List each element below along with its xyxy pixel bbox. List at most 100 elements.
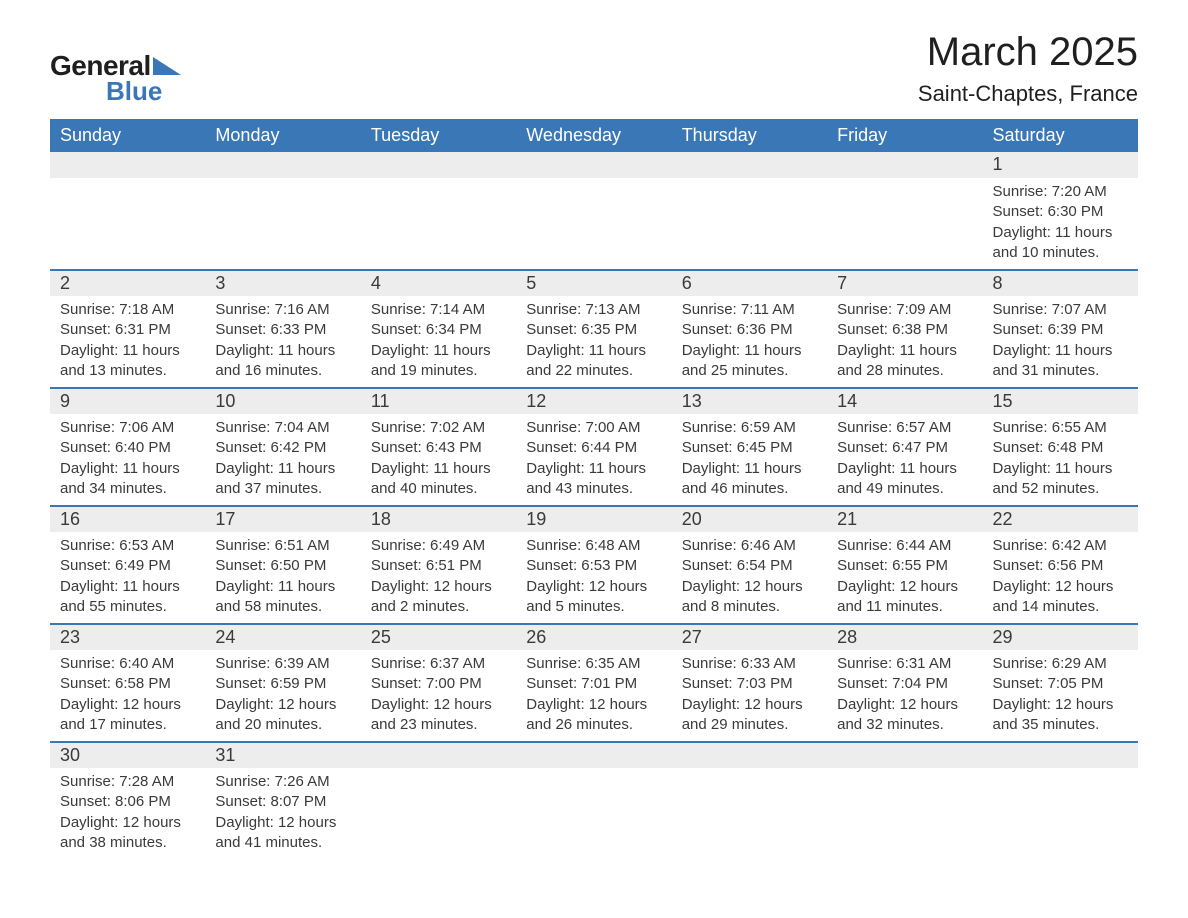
day-number-cell [516,152,671,178]
daylight-text: Daylight: 12 hours [526,695,661,715]
day-detail-cell: Sunrise: 6:49 AMSunset: 6:51 PMDaylight:… [361,532,516,624]
sunrise-text: Sunrise: 6:33 AM [682,654,817,674]
day-number-cell: 23 [50,624,205,650]
daylight-text: and 35 minutes. [993,715,1128,735]
day-number-cell: 19 [516,506,671,532]
day-number-cell: 22 [983,506,1138,532]
daylight-text: and 34 minutes. [60,479,195,499]
day-number-cell: 12 [516,388,671,414]
sunrise-text: Sunrise: 7:09 AM [837,300,972,320]
daylight-text: and 40 minutes. [371,479,506,499]
day-detail-cell: Sunrise: 7:20 AMSunset: 6:30 PMDaylight:… [983,178,1138,270]
day-detail-row: Sunrise: 7:28 AMSunset: 8:06 PMDaylight:… [50,768,1138,859]
day-number-cell: 30 [50,742,205,768]
day-detail-cell [205,178,360,270]
day-number-cell: 1 [983,152,1138,178]
daylight-text: and 26 minutes. [526,715,661,735]
day-detail-cell: Sunrise: 6:37 AMSunset: 7:00 PMDaylight:… [361,650,516,742]
sunrise-text: Sunrise: 7:14 AM [371,300,506,320]
day-number-cell: 4 [361,270,516,296]
sunset-text: Sunset: 6:51 PM [371,556,506,576]
day-number-cell: 9 [50,388,205,414]
daylight-text: and 29 minutes. [682,715,817,735]
day-detail-cell [50,178,205,270]
daylight-text: Daylight: 11 hours [215,577,350,597]
daylight-text: Daylight: 11 hours [837,459,972,479]
day-number-cell: 14 [827,388,982,414]
daylight-text: Daylight: 11 hours [526,459,661,479]
day-number-cell: 29 [983,624,1138,650]
day-number-row: 23242526272829 [50,624,1138,650]
sunset-text: Sunset: 6:36 PM [682,320,817,340]
daylight-text: and 28 minutes. [837,361,972,381]
day-number-cell: 15 [983,388,1138,414]
day-detail-cell: Sunrise: 7:07 AMSunset: 6:39 PMDaylight:… [983,296,1138,388]
daylight-text: and 5 minutes. [526,597,661,617]
day-detail-cell: Sunrise: 6:42 AMSunset: 6:56 PMDaylight:… [983,532,1138,624]
daylight-text: and 14 minutes. [993,597,1128,617]
sunrise-text: Sunrise: 6:48 AM [526,536,661,556]
day-number-cell: 8 [983,270,1138,296]
sunrise-text: Sunrise: 6:46 AM [682,536,817,556]
day-number-cell: 18 [361,506,516,532]
day-number-row: 1 [50,152,1138,178]
brand-triangle-icon [153,57,181,75]
day-number-cell: 21 [827,506,982,532]
daylight-text: Daylight: 12 hours [215,813,350,833]
day-detail-cell: Sunrise: 7:13 AMSunset: 6:35 PMDaylight:… [516,296,671,388]
day-number-cell: 28 [827,624,982,650]
daylight-text: and 16 minutes. [215,361,350,381]
daylight-text: and 31 minutes. [993,361,1128,381]
daylight-text: Daylight: 11 hours [837,341,972,361]
sunset-text: Sunset: 7:03 PM [682,674,817,694]
day-number-cell [361,742,516,768]
sunrise-text: Sunrise: 7:26 AM [215,772,350,792]
day-number-cell [827,152,982,178]
daylight-text: Daylight: 12 hours [371,695,506,715]
weekday-header-row: Sunday Monday Tuesday Wednesday Thursday… [50,119,1138,152]
daylight-text: Daylight: 11 hours [526,341,661,361]
sunset-text: Sunset: 6:43 PM [371,438,506,458]
sunrise-text: Sunrise: 6:49 AM [371,536,506,556]
weekday-header: Wednesday [516,119,671,152]
day-detail-cell [361,768,516,859]
sunrise-text: Sunrise: 7:16 AM [215,300,350,320]
day-detail-cell: Sunrise: 6:40 AMSunset: 6:58 PMDaylight:… [50,650,205,742]
day-detail-cell: Sunrise: 7:06 AMSunset: 6:40 PMDaylight:… [50,414,205,506]
daylight-text: Daylight: 11 hours [215,459,350,479]
daylight-text: and 46 minutes. [682,479,817,499]
daylight-text: and 17 minutes. [60,715,195,735]
daylight-text: and 23 minutes. [371,715,506,735]
sunset-text: Sunset: 6:39 PM [993,320,1128,340]
daylight-text: and 41 minutes. [215,833,350,853]
day-detail-cell: Sunrise: 7:26 AMSunset: 8:07 PMDaylight:… [205,768,360,859]
day-detail-cell: Sunrise: 6:46 AMSunset: 6:54 PMDaylight:… [672,532,827,624]
sunrise-text: Sunrise: 7:06 AM [60,418,195,438]
day-detail-cell: Sunrise: 6:33 AMSunset: 7:03 PMDaylight:… [672,650,827,742]
sunrise-text: Sunrise: 6:29 AM [993,654,1128,674]
day-detail-cell [516,178,671,270]
sunset-text: Sunset: 7:01 PM [526,674,661,694]
day-detail-cell: Sunrise: 6:29 AMSunset: 7:05 PMDaylight:… [983,650,1138,742]
daylight-text: and 58 minutes. [215,597,350,617]
daylight-text: Daylight: 12 hours [215,695,350,715]
daylight-text: Daylight: 12 hours [682,695,817,715]
daylight-text: Daylight: 11 hours [682,341,817,361]
daylight-text: and 37 minutes. [215,479,350,499]
sunset-text: Sunset: 6:30 PM [993,202,1128,222]
day-number-cell: 27 [672,624,827,650]
sunset-text: Sunset: 6:47 PM [837,438,972,458]
daylight-text: Daylight: 11 hours [371,459,506,479]
day-number-cell [516,742,671,768]
sunset-text: Sunset: 6:53 PM [526,556,661,576]
sunset-text: Sunset: 6:48 PM [993,438,1128,458]
day-detail-cell: Sunrise: 7:16 AMSunset: 6:33 PMDaylight:… [205,296,360,388]
daylight-text: and 8 minutes. [682,597,817,617]
day-detail-cell: Sunrise: 6:39 AMSunset: 6:59 PMDaylight:… [205,650,360,742]
sunrise-text: Sunrise: 6:37 AM [371,654,506,674]
day-number-cell [361,152,516,178]
sunrise-text: Sunrise: 6:42 AM [993,536,1128,556]
day-detail-cell [516,768,671,859]
day-number-cell: 5 [516,270,671,296]
day-detail-cell: Sunrise: 7:18 AMSunset: 6:31 PMDaylight:… [50,296,205,388]
